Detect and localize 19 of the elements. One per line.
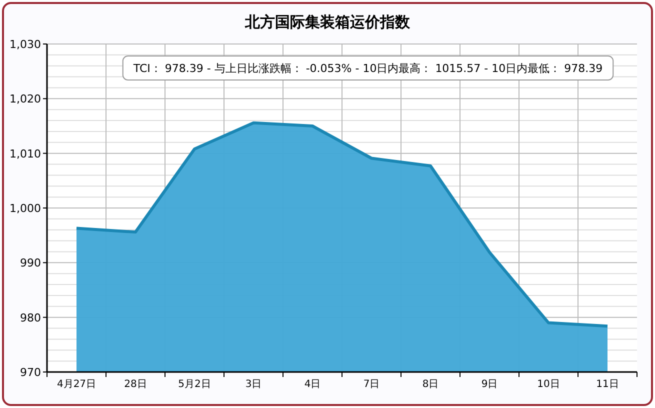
- y-tick-label: 990: [20, 256, 41, 270]
- annotation: TCI： 978.39 - 与上日比涨跌幅： -0.053% - 10日内最高： 1015.57 - 10日内最低： 978.39: [132, 62, 603, 75]
- y-tick-label: 1,000: [10, 202, 41, 215]
- x-tick-label: 8日: [422, 379, 439, 390]
- x-tick-label: 3日: [245, 379, 262, 390]
- y-tick-label: 1,020: [10, 92, 41, 106]
- chart-title: 北方国际集装箱运价指数: [244, 13, 411, 31]
- x-tick-label: 4日: [304, 379, 321, 390]
- x-tick-label: 5月2日: [178, 379, 211, 390]
- y-tick-label: 1,010: [10, 147, 41, 160]
- x-tick-label: 9日: [481, 379, 498, 390]
- x-tick-label: 4月27日: [56, 379, 96, 390]
- x-tick-label: 11日: [596, 379, 619, 390]
- x-tick-label: 10日: [537, 379, 560, 390]
- y-tick-label: 980: [20, 311, 41, 324]
- y-tick-label: 970: [20, 366, 41, 379]
- y-tick-label: 1,030: [10, 38, 41, 51]
- x-tick-label: 7日: [363, 379, 380, 390]
- x-tick-label: 28日: [124, 379, 147, 390]
